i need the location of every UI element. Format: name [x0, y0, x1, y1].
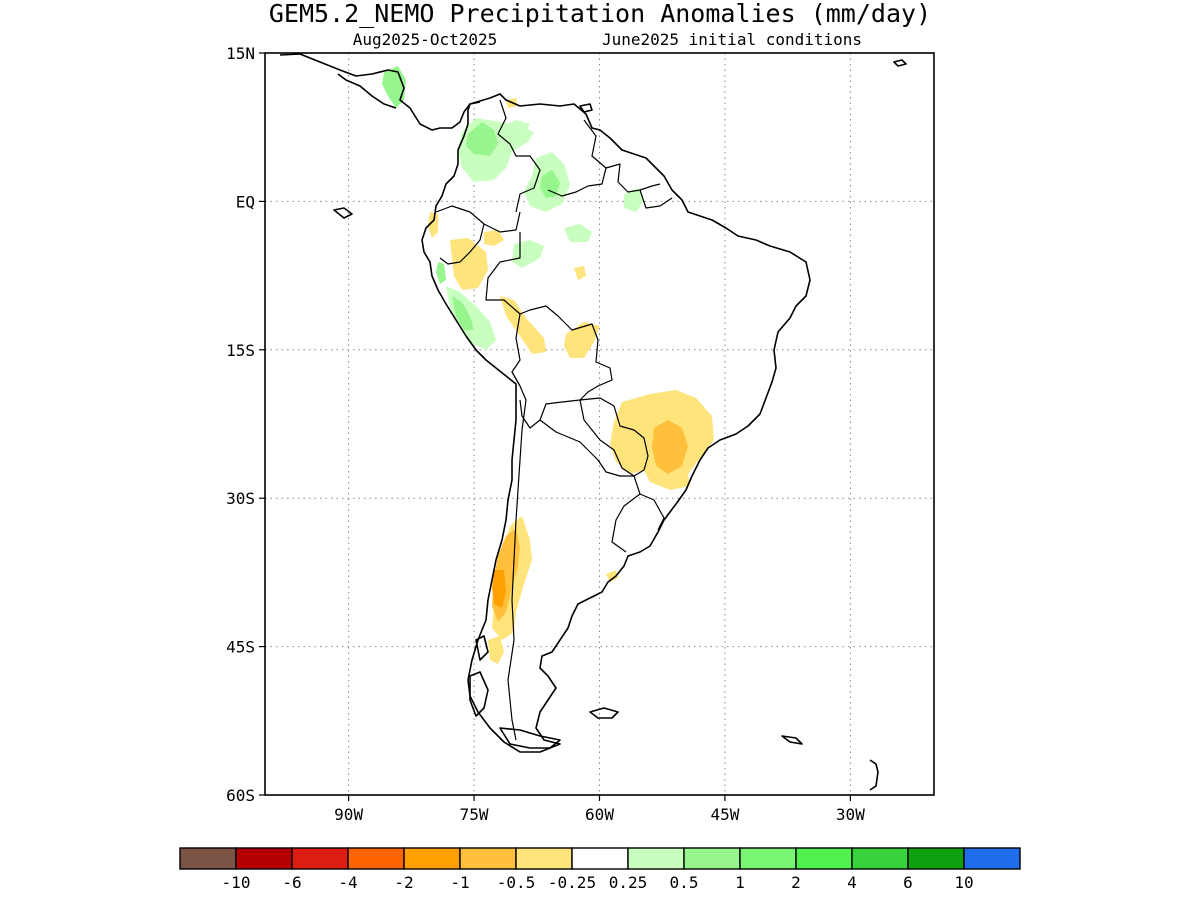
colorbar-label: -4 [338, 873, 357, 892]
dry-area-southern-peru [500, 296, 546, 354]
lon-tick-label: 75W [460, 805, 489, 824]
colorbar-swatch [459, 847, 517, 870]
colorbar-label: 2 [791, 873, 801, 892]
colorbar-swatch [627, 847, 685, 870]
map-subtitle-period: Aug2025-Oct2025 [353, 30, 498, 49]
colorbar-swatch [907, 847, 965, 870]
colorbar-label: -2 [394, 873, 413, 892]
colorbar-label: 10 [954, 873, 973, 892]
wet-area-caribbean-coast [500, 120, 530, 136]
colorbar-swatch [403, 847, 461, 870]
colorbar-label: 4 [847, 873, 857, 892]
border-colombia-venezuela [497, 99, 541, 213]
latitude-axis: 15N EQ 15S 30S 45S 60S [226, 44, 265, 805]
coastline-central-america [279, 53, 481, 131]
colorbar-label: 0.25 [609, 873, 648, 892]
colorbar-label: 6 [903, 873, 913, 892]
lat-tick-label: 60S [226, 786, 255, 805]
colorbar-label: 0.5 [670, 873, 699, 892]
border-peru-brazil [485, 232, 559, 317]
colorbar-swatch [515, 847, 573, 870]
coastline-falklands [589, 707, 619, 719]
border-argentina-brazil-uruguay [539, 419, 665, 553]
colorbar: -10 -6 -4 -2 -1 -0.5 -0.25 0.25 0.5 1 2 4 6 10 [179, 847, 1021, 892]
dry-area-ecuador [428, 212, 438, 238]
border-argentina-chile [507, 429, 523, 741]
coastline-trinidad [579, 103, 593, 113]
lon-tick-label: 60W [585, 805, 614, 824]
coastline-south-america [421, 93, 811, 753]
lon-tick-label: 90W [334, 805, 363, 824]
coastline-south-georgia [781, 735, 803, 745]
lon-tick-label: 45W [710, 805, 739, 824]
colorbar-swatch [235, 847, 293, 870]
wet-area-guyana [624, 188, 644, 212]
colorbar-swatch [571, 847, 629, 870]
border-paraguay [579, 397, 649, 477]
dry-area-argentina-coast [606, 570, 618, 582]
map-subtitle-initial-conditions: June2025 initial conditions [602, 30, 862, 49]
colorbar-label: -1 [450, 873, 469, 892]
wet-area-colombia-core [466, 122, 498, 156]
map-background [265, 53, 934, 795]
coastline-tierra-del-fuego [499, 727, 561, 749]
border-guyana-suriname [605, 163, 673, 209]
wet-area-peru-core [452, 296, 474, 330]
map-title: GEM5.2_NEMO Precipitation Anomalies (mm/… [269, 0, 931, 28]
colorbar-swatch [739, 847, 797, 870]
dry-area-amazon-west [484, 230, 504, 246]
lat-tick-label: 45S [226, 638, 255, 657]
lat-tick-label: 15N [226, 44, 255, 63]
colorbar-label: -6 [282, 873, 301, 892]
lat-tick-label: EQ [236, 192, 255, 211]
border-chile-bolivia-peru [511, 371, 527, 431]
coastline-caribbean-islands [869, 59, 907, 791]
dry-area-northern-peru [450, 238, 488, 290]
colorbar-label: 1 [735, 873, 745, 892]
colorbar-swatch [683, 847, 741, 870]
wet-area-ecuador-coast [436, 262, 446, 284]
dry-area-southern-brazil-core [652, 420, 688, 474]
lat-tick-label: 30S [226, 489, 255, 508]
colorbar-label: -10 [222, 873, 251, 892]
border-venezuela-guyana [547, 119, 607, 197]
colorbar-swatch [347, 847, 405, 870]
colorbar-swatch [291, 847, 349, 870]
wet-area-venezuela-core [540, 170, 560, 198]
colorbar-label: -0.25 [548, 873, 596, 892]
colorbar-swatch [795, 847, 853, 870]
wet-area-amazon-north [564, 224, 592, 242]
coastline-chilean-archipelago [469, 635, 489, 717]
dry-area-patagonia [488, 636, 504, 664]
dry-area-chile-orange [492, 570, 506, 608]
graticule [265, 53, 934, 795]
lat-tick-label: 15S [226, 341, 255, 360]
colorbar-swatch [179, 847, 237, 870]
lon-tick-label: 30W [836, 805, 865, 824]
longitude-axis: 90W 75W 60W 45W 30W [334, 795, 865, 824]
border-colombia-ecuador-peru [435, 205, 521, 265]
dry-area-bolivia [564, 322, 600, 358]
map-panel: 15N EQ 15S 30S 45S 60S 90W 75W 60W 45W 30W [226, 44, 935, 824]
colorbar-label: -0.5 [497, 873, 536, 892]
coastlines [279, 53, 907, 791]
coastline-galapagos [333, 207, 353, 219]
colorbar-swatch [963, 847, 1021, 870]
dry-area-rondonia [574, 266, 586, 280]
national-borders [435, 99, 673, 741]
colorbar-swatch [851, 847, 909, 870]
